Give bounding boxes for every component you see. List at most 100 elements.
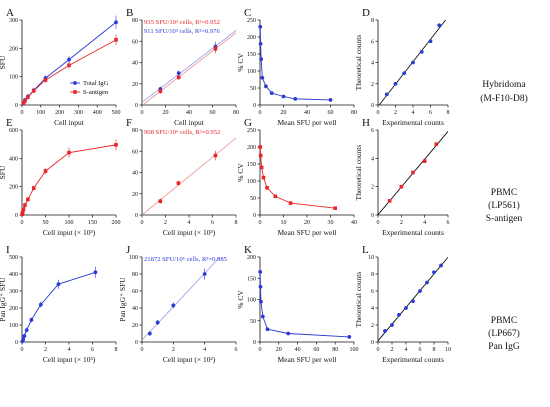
x-tick-label: 10	[281, 220, 287, 226]
y-tick-label: 400	[9, 272, 18, 278]
y-tick-label: 50	[250, 319, 256, 325]
x-tick-label: 6	[429, 110, 432, 116]
data-point	[259, 165, 264, 170]
x-tick-label: 6	[447, 220, 450, 226]
x-tick-label: 80	[332, 347, 338, 353]
data-point	[43, 169, 48, 173]
x-tick-label: 40	[304, 110, 310, 116]
y-tick-label: 40	[132, 171, 138, 177]
x-axis-label: Experimental counts	[382, 355, 444, 364]
panel-e: E 0 50 100 150 200 0 200 400 600 Cell input (× 10³…	[0, 117, 121, 237]
y-tick-label: 6	[371, 128, 374, 134]
y-tick-label: 60	[132, 289, 138, 295]
x-tick-label: 300	[74, 110, 83, 116]
data-point	[384, 92, 389, 97]
data-point	[21, 207, 26, 212]
data-point	[114, 38, 118, 42]
y-tick-label: 60	[132, 149, 138, 155]
x-tick-label: 30	[328, 220, 334, 226]
y-axis-label: % CV	[236, 290, 245, 309]
data-point	[155, 320, 160, 325]
data-point	[418, 289, 422, 293]
data-point	[21, 101, 26, 105]
data-point	[422, 159, 427, 163]
x-tick-label: 100	[36, 110, 45, 116]
x-tick-label: 8	[447, 110, 450, 116]
data-point	[158, 199, 163, 203]
y-tick-label: 4	[371, 61, 374, 67]
data-point	[411, 170, 415, 175]
row-label-3: PBMC (LP667) Pan IgG	[488, 316, 520, 352]
data-point	[425, 280, 429, 285]
legend-entry: S-antigen	[83, 89, 109, 96]
data-point	[93, 270, 98, 275]
y-tick-label: 50	[250, 86, 256, 92]
x-axis-label: Mean SFU per well	[278, 355, 337, 364]
legend-marker	[73, 81, 77, 85]
y-tick-label: 100	[129, 255, 138, 261]
y-tick-label: 250	[247, 128, 256, 134]
y-tick-label: 100	[9, 75, 18, 81]
x-axis-label: Cell input (× 10³)	[163, 228, 216, 237]
data-point	[263, 84, 268, 89]
x-tick-label: 150	[88, 220, 97, 226]
data-point	[258, 24, 263, 29]
x-tick-label: 4	[412, 110, 415, 116]
x-tick-label: 200	[112, 220, 121, 226]
data-point	[258, 145, 263, 149]
x-tick-label: 100	[350, 347, 359, 353]
data-point	[428, 39, 433, 44]
x-tick-label: 6	[235, 347, 238, 353]
data-point	[23, 99, 27, 103]
data-point	[158, 89, 163, 93]
series-1	[377, 256, 449, 342]
data-point	[399, 184, 404, 189]
data-point	[259, 57, 264, 61]
series-1	[141, 256, 221, 341]
series-line	[259, 271, 350, 338]
x-tick-label: 200	[55, 110, 64, 116]
x-tick-label: 60	[313, 347, 319, 353]
y-tick-label: 100	[247, 179, 256, 185]
x-tick-label: 6	[211, 220, 214, 226]
x-tick-label: 2	[172, 347, 175, 353]
legend-marker	[73, 90, 77, 94]
data-point	[147, 331, 152, 336]
y-tick-label: 0	[15, 213, 18, 219]
y-tick-label: 40	[132, 306, 138, 312]
y-tick-label: 150	[247, 52, 256, 58]
x-tick-label: 6	[91, 347, 94, 353]
x-tick-label: 4	[188, 220, 191, 226]
y-tick-label: 6	[371, 289, 374, 295]
data-point	[114, 143, 118, 147]
panel-letter-b: B	[126, 7, 133, 19]
row-label-1-line-2: (M-F10-D8)	[480, 93, 528, 104]
data-point	[434, 142, 439, 146]
x-axis-label: Mean SFU per well	[278, 118, 337, 127]
x-tick-label: 500	[112, 110, 121, 116]
panel-letter-e: E	[6, 117, 13, 129]
x-tick-label: 80	[351, 110, 357, 116]
y-tick-label: 2	[371, 323, 374, 329]
x-axis-label: Experimental counts	[382, 228, 444, 237]
y-tick-label: 200	[247, 255, 256, 261]
x-tick-label: 50	[43, 220, 49, 226]
y-tick-label: 0	[135, 340, 138, 346]
y-tick-label: 20	[132, 82, 138, 88]
x-tick-label: 0	[21, 220, 24, 226]
data-point	[67, 57, 71, 62]
y-tick-label: 500	[9, 255, 18, 261]
y-axis-label: SFU	[0, 55, 7, 69]
annotation-2: 911 SFU/10³ cells, R²=0.976	[144, 28, 220, 35]
series-1	[258, 269, 352, 339]
y-tick-label: 8	[371, 272, 374, 278]
panel-letter-d: D	[362, 7, 370, 19]
data-point	[432, 270, 436, 275]
y-tick-label: 0	[371, 213, 374, 219]
data-point	[171, 303, 176, 308]
data-point	[260, 75, 265, 80]
legend-entry: Total IgG	[83, 80, 109, 87]
